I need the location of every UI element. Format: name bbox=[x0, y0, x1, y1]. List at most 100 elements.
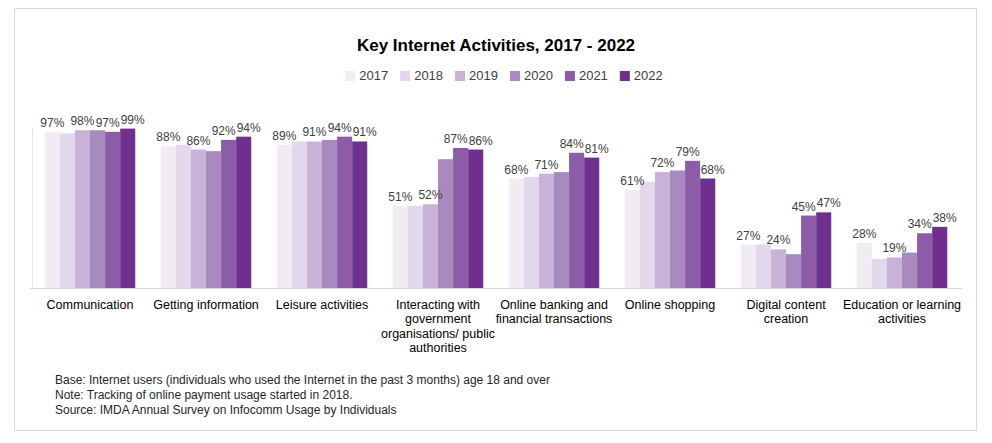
x-axis: Communication Getting information Leisure … bbox=[30, 289, 962, 356]
bar bbox=[524, 177, 539, 288]
x-tick-label: Education or learningactivities bbox=[843, 298, 961, 326]
legend-label: 2019 bbox=[469, 68, 498, 83]
data-label: 72% bbox=[650, 156, 674, 170]
x-tick-label: Communication bbox=[47, 298, 134, 312]
legend-label: 2020 bbox=[524, 68, 553, 83]
x-tick-label: Leisure activities bbox=[276, 298, 368, 312]
footnote: Source: IMDA Annual Survey on Infocomm U… bbox=[55, 403, 397, 417]
bar bbox=[206, 151, 221, 288]
bar bbox=[90, 130, 105, 288]
data-label: 97% bbox=[96, 116, 120, 130]
data-label: 81% bbox=[585, 142, 609, 156]
legend-item: 2017 bbox=[345, 68, 388, 83]
x-tick: Digital contentcreation bbox=[746, 298, 826, 326]
bar bbox=[393, 206, 408, 288]
legend-item: 2021 bbox=[565, 68, 608, 83]
legend-label: 2022 bbox=[634, 68, 663, 83]
x-axis-line bbox=[30, 288, 962, 289]
bar bbox=[176, 145, 191, 288]
bar bbox=[625, 190, 640, 288]
bar bbox=[816, 212, 831, 288]
bar bbox=[120, 129, 135, 288]
data-label: 91% bbox=[302, 125, 326, 139]
data-label: 91% bbox=[353, 125, 377, 139]
bar bbox=[75, 130, 90, 288]
data-label: 79% bbox=[676, 145, 700, 159]
frame bbox=[15, 9, 977, 431]
bar bbox=[453, 148, 468, 288]
x-tick: Interacting withgovernmentorganisations/… bbox=[381, 298, 495, 355]
data-label: 89% bbox=[272, 129, 296, 143]
bar bbox=[685, 161, 700, 288]
x-tick-label: Digital contentcreation bbox=[746, 298, 826, 326]
data-label: 28% bbox=[852, 227, 876, 241]
bar bbox=[801, 216, 816, 288]
bar bbox=[277, 145, 292, 288]
legend-swatch bbox=[400, 71, 410, 81]
data-label: 19% bbox=[882, 241, 906, 255]
data-label: 99% bbox=[121, 113, 145, 127]
title: Key Internet Activities, 2017 - 2022 bbox=[357, 36, 635, 55]
x-tick: Leisure activities bbox=[276, 298, 368, 312]
data-label: 86% bbox=[186, 134, 210, 148]
bar bbox=[857, 243, 872, 288]
x-tick: Online banking andfinancial transactions bbox=[496, 298, 613, 326]
chart: Key Internet Activities, 2017 - 2022 2017… bbox=[0, 0, 992, 443]
bar bbox=[408, 206, 423, 288]
legend: 2017 2018 2019 2020 2021 2022 bbox=[345, 68, 663, 83]
data-label: 71% bbox=[534, 158, 558, 172]
bar bbox=[45, 132, 60, 288]
data-label: 45% bbox=[792, 200, 816, 214]
data-label: 97% bbox=[40, 116, 64, 130]
footnote: Note: Tracking of online payment usage s… bbox=[55, 388, 353, 402]
footnote: Base: Internet users (individuals who us… bbox=[55, 373, 550, 387]
legend-swatch bbox=[620, 71, 630, 81]
x-tick-label: Interacting withgovernmentorganisations/… bbox=[381, 298, 495, 355]
bars bbox=[45, 129, 947, 288]
data-label: 51% bbox=[388, 190, 412, 204]
bar bbox=[872, 259, 887, 288]
data-label: 94% bbox=[328, 121, 352, 135]
legend-item: 2020 bbox=[510, 68, 553, 83]
bar bbox=[887, 257, 902, 288]
bar bbox=[307, 141, 322, 288]
x-tick: Education or learningactivities bbox=[843, 298, 961, 326]
data-label: 92% bbox=[212, 124, 236, 138]
bar bbox=[584, 158, 599, 288]
data-labels: 97%98%97%99%88%86%92%94%89%91%94%91%51%5… bbox=[40, 113, 957, 256]
legend-item: 2019 bbox=[455, 68, 498, 83]
bar bbox=[741, 245, 756, 288]
data-label: 86% bbox=[469, 134, 493, 148]
legend-item: 2018 bbox=[400, 68, 443, 83]
bar bbox=[438, 159, 453, 288]
legend-swatch bbox=[345, 71, 355, 81]
data-label: 61% bbox=[620, 174, 644, 188]
data-label: 34% bbox=[908, 217, 932, 231]
legend-label: 2017 bbox=[359, 68, 388, 83]
data-label: 88% bbox=[156, 130, 180, 144]
bar bbox=[932, 227, 947, 288]
bar bbox=[322, 140, 337, 288]
data-label: 68% bbox=[701, 163, 725, 177]
legend-swatch bbox=[565, 71, 575, 81]
data-label: 94% bbox=[237, 121, 261, 135]
x-tick-label: Getting information bbox=[153, 298, 259, 312]
data-label: 98% bbox=[70, 114, 94, 128]
data-label: 68% bbox=[504, 163, 528, 177]
x-tick: Getting information bbox=[153, 298, 259, 312]
x-tick-label: Online shopping bbox=[625, 298, 715, 312]
bar bbox=[539, 174, 554, 288]
bar bbox=[352, 141, 367, 288]
bar bbox=[786, 254, 801, 288]
bar bbox=[191, 150, 206, 288]
legend-swatch bbox=[510, 71, 520, 81]
bar bbox=[640, 182, 655, 288]
bar bbox=[902, 253, 917, 288]
data-label: 24% bbox=[766, 233, 790, 247]
data-label: 27% bbox=[736, 229, 760, 243]
bar bbox=[670, 170, 685, 288]
bar bbox=[236, 137, 251, 288]
bar bbox=[337, 137, 352, 288]
y-axis-line bbox=[32, 128, 33, 289]
x-tick-label: Online banking andfinancial transactions bbox=[496, 298, 613, 326]
